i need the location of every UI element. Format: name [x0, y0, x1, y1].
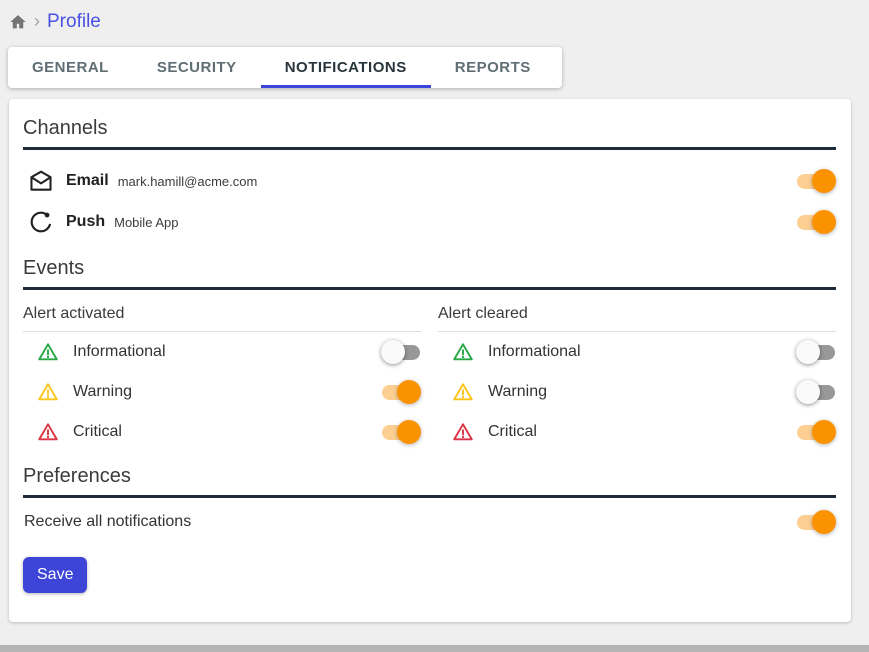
critical-triangle-icon	[37, 421, 59, 443]
active-tab-underline	[260, 85, 431, 88]
severity-row-critical: Critical	[438, 412, 836, 452]
channels-heading: Channels	[23, 104, 836, 150]
channel-label: Push	[66, 212, 106, 230]
events-group-alert-cleared: Alert cleared Informational Warning	[438, 299, 836, 452]
toggle-knob	[812, 168, 836, 193]
toggle-knob	[796, 340, 820, 364]
severity-row-warning: Warning	[23, 372, 421, 412]
channel-row-push: Push Mobile App	[28, 201, 836, 242]
email-toggle[interactable]	[796, 168, 836, 193]
breadcrumb: › Profile	[0, 0, 869, 34]
severity-label: Informational	[488, 343, 581, 360]
toggle-knob	[796, 380, 820, 404]
warning-triangle-icon	[37, 381, 59, 403]
tab-security[interactable]: SECURITY	[133, 47, 261, 88]
alert-activated-critical-toggle[interactable]	[381, 420, 421, 444]
events-group-title: Alert activated	[23, 299, 421, 332]
severity-label: Warning	[488, 383, 547, 400]
toggle-knob	[397, 420, 421, 444]
severity-label: Critical	[488, 423, 537, 440]
breadcrumb-separator-icon: ›	[34, 10, 40, 31]
informational-triangle-icon	[37, 341, 59, 363]
severity-label: Critical	[73, 423, 122, 440]
toggle-knob	[381, 340, 405, 364]
save-button[interactable]: Save	[23, 557, 88, 593]
breadcrumb-current[interactable]: Profile	[47, 11, 101, 32]
email-icon	[28, 168, 54, 194]
informational-triangle-icon	[452, 341, 474, 363]
alert-cleared-warning-toggle[interactable]	[796, 380, 836, 404]
channel-row-email: Email mark.hamill@acme.com	[28, 160, 836, 201]
notifications-settings-panel: Channels Email mark.hamill@acme.com Push…	[9, 99, 851, 622]
severity-label: Informational	[73, 343, 166, 360]
tab-label: REPORTS	[454, 59, 531, 76]
severity-row-informational: Informational	[23, 332, 421, 372]
events-heading: Events	[23, 244, 836, 290]
toggle-knob	[812, 420, 836, 444]
channel-detail: mark.hamill@acme.com	[117, 174, 258, 189]
receive-all-notifications-toggle[interactable]	[796, 510, 836, 534]
tab-general[interactable]: GENERAL	[8, 47, 133, 88]
channel-detail: Mobile App	[114, 215, 179, 230]
critical-triangle-icon	[452, 421, 474, 443]
tab-label: GENERAL	[32, 59, 109, 76]
toggle-knob	[812, 209, 836, 234]
warning-triangle-icon	[452, 381, 474, 403]
severity-row-informational: Informational	[438, 332, 836, 372]
preferences-heading: Preferences	[23, 452, 836, 498]
tab-label: NOTIFICATIONS	[284, 59, 407, 76]
push-toggle[interactable]	[796, 209, 836, 234]
events-group-title: Alert cleared	[438, 299, 836, 332]
events-group-alert-activated: Alert activated Informational Warning	[23, 299, 421, 452]
severity-label: Warning	[73, 383, 132, 400]
toggle-knob	[397, 380, 421, 404]
horizontal-scrollbar[interactable]	[0, 645, 869, 652]
alert-activated-informational-toggle[interactable]	[381, 340, 421, 364]
channel-label: Email	[66, 171, 109, 189]
home-icon[interactable]	[9, 13, 27, 31]
tab-label: SECURITY	[156, 59, 237, 76]
alert-cleared-critical-toggle[interactable]	[796, 420, 836, 444]
alert-activated-warning-toggle[interactable]	[381, 380, 421, 404]
tab-notifications[interactable]: NOTIFICATIONS	[260, 47, 431, 88]
events-columns: Alert activated Informational Warning	[23, 290, 836, 452]
push-icon	[28, 209, 54, 235]
alert-cleared-informational-toggle[interactable]	[796, 340, 836, 364]
toggle-knob	[812, 510, 836, 534]
severity-row-critical: Critical	[23, 412, 421, 452]
preference-row-receive-all: Receive all notifications	[23, 498, 836, 540]
tab-reports[interactable]: REPORTS	[431, 47, 555, 88]
preference-label: Receive all notifications	[24, 513, 192, 530]
severity-row-warning: Warning	[438, 372, 836, 412]
channels-list: Email mark.hamill@acme.com Push Mobile A…	[23, 150, 836, 244]
tab-bar: GENERAL SECURITY NOTIFICATIONS REPORTS	[8, 47, 562, 88]
